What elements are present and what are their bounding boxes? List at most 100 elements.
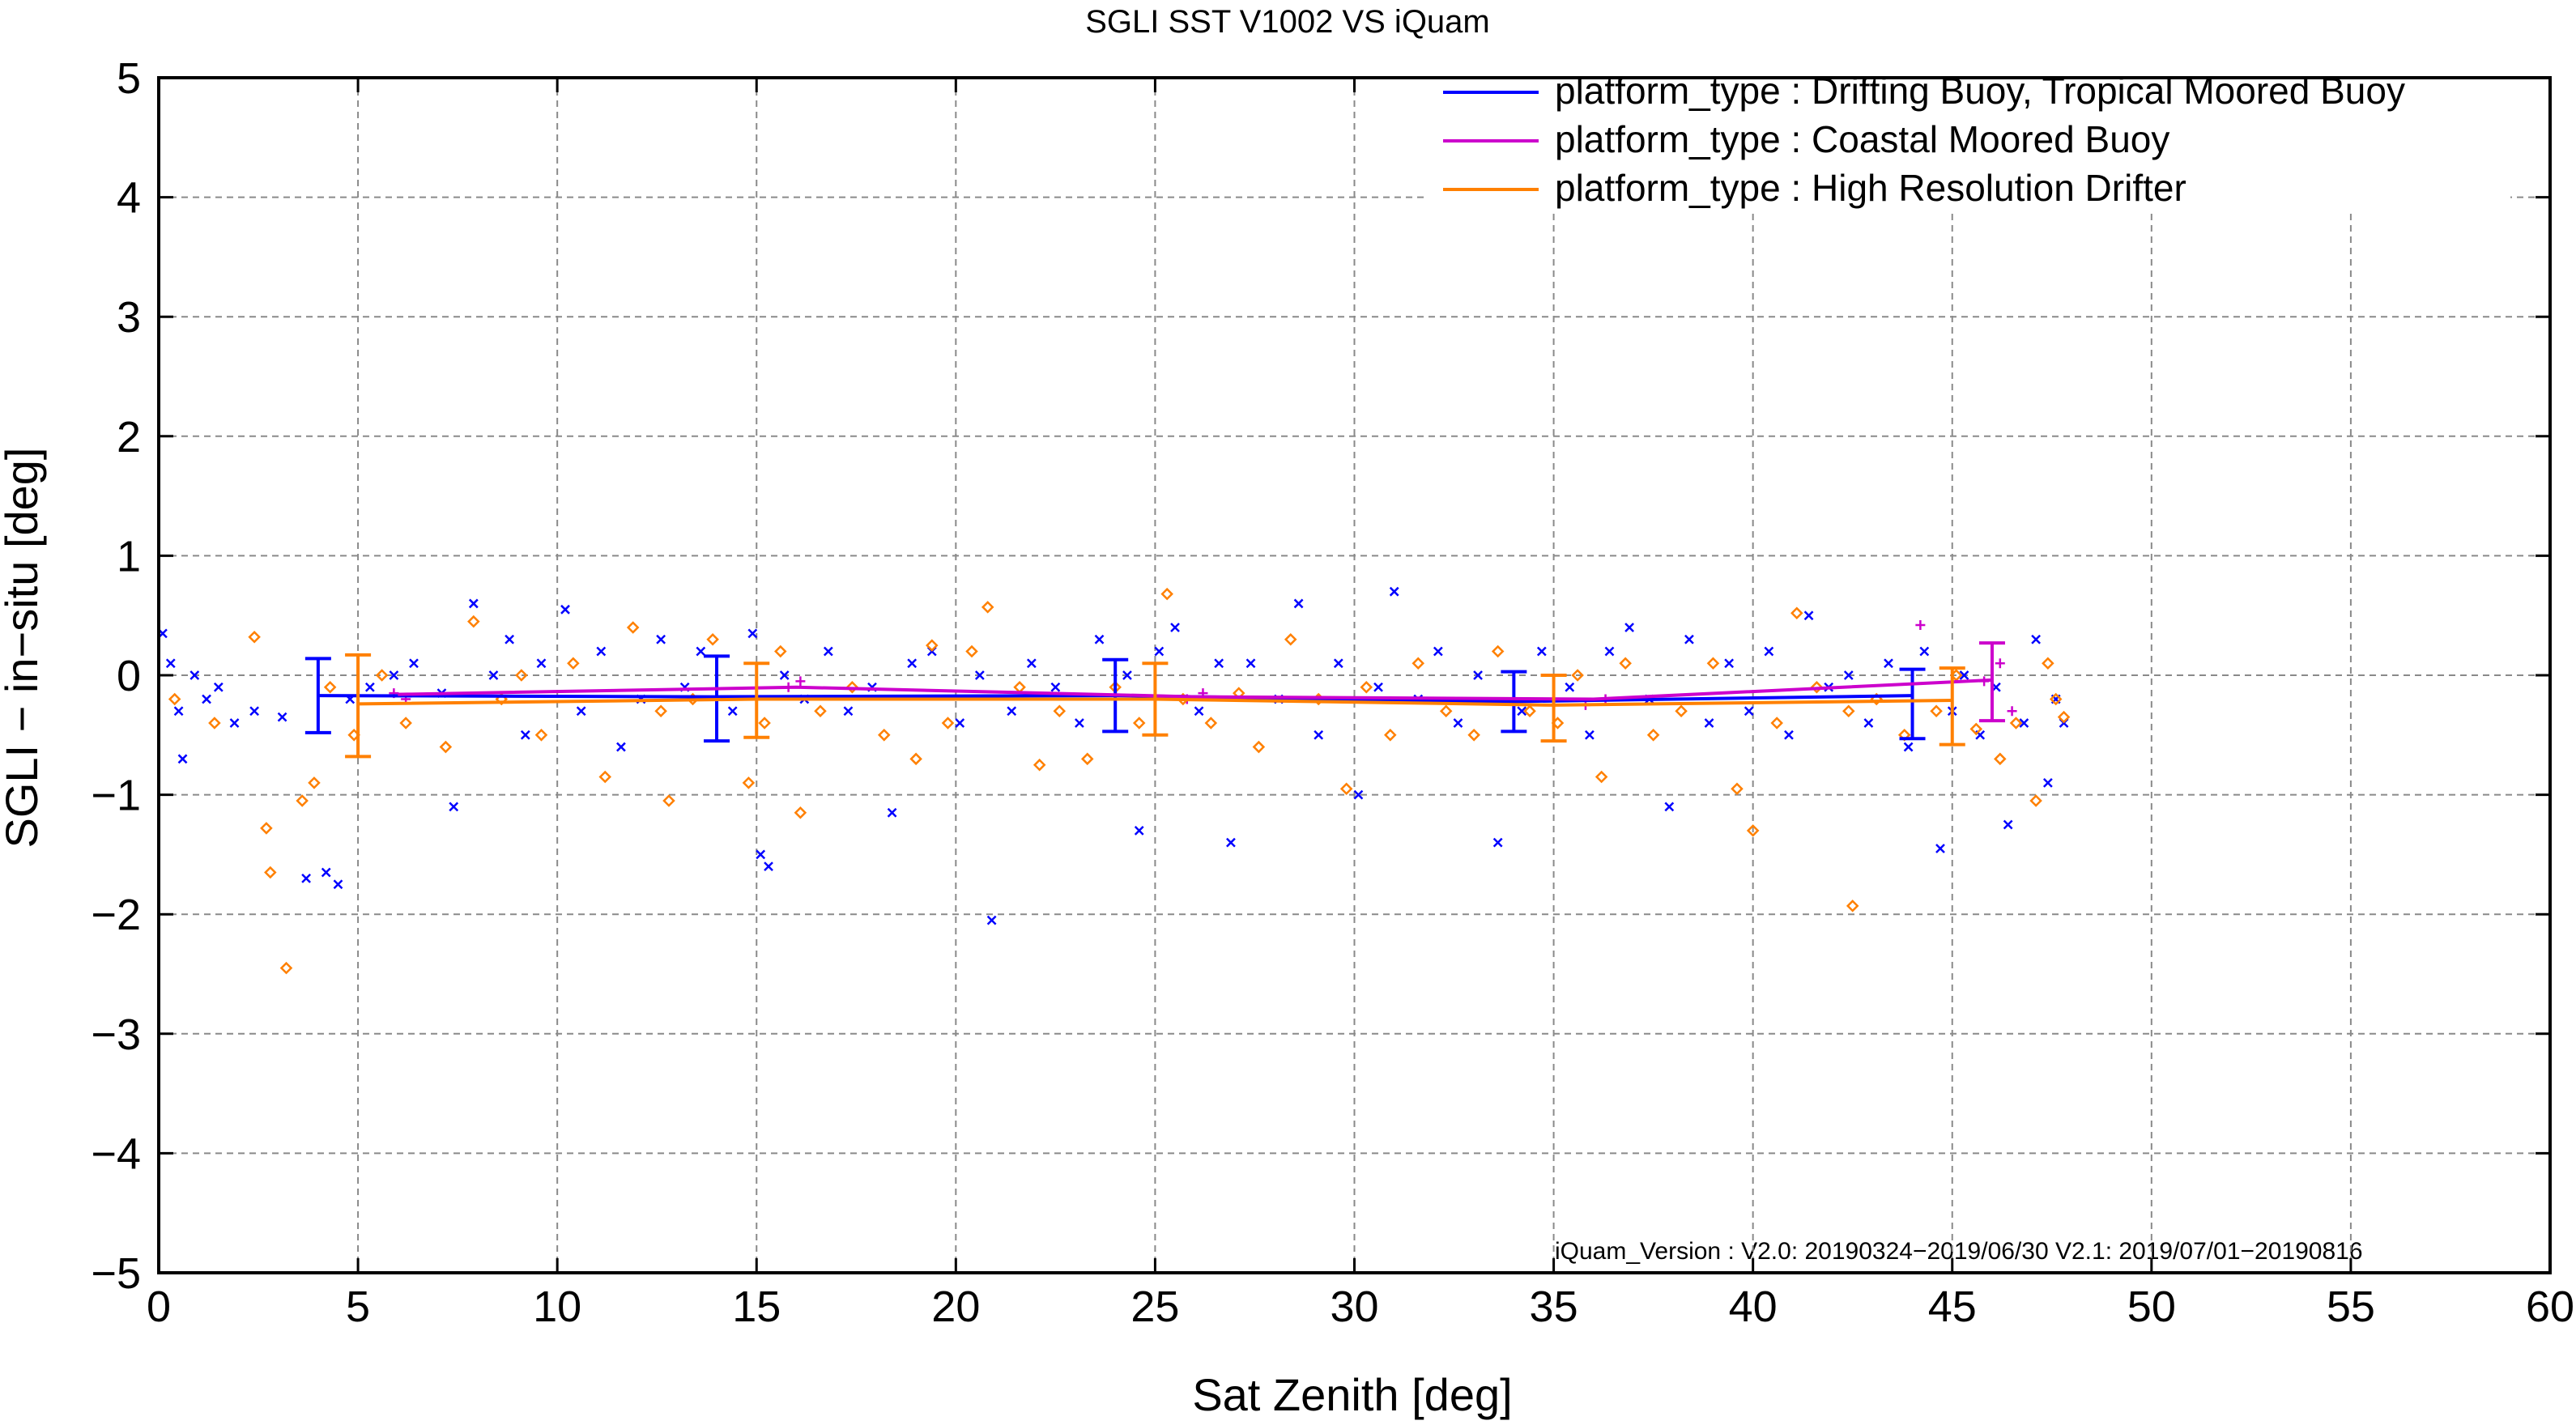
data-point-0 [1473, 670, 1483, 680]
error-bar-0 [1501, 670, 1527, 734]
x-tick-label: 0 [147, 1282, 171, 1331]
data-point-0 [364, 682, 375, 692]
data-point-2 [515, 669, 528, 682]
error-bar-1 [1978, 641, 2005, 723]
data-point-0 [1007, 706, 1017, 717]
data-point-0 [202, 694, 211, 704]
data-point-0 [1604, 646, 1615, 657]
data-point-0 [409, 658, 419, 669]
data-point-0 [1314, 730, 1324, 740]
data-point-2 [534, 729, 548, 742]
plot-frame [157, 76, 2552, 1274]
data-point-2 [1491, 644, 1505, 658]
data-point-0 [449, 802, 459, 812]
data-point-0 [1903, 742, 1914, 752]
data-point-0 [229, 718, 240, 728]
data-point-2 [814, 704, 827, 718]
data-point-0 [1959, 670, 1969, 680]
data-point-2 [1204, 717, 1218, 730]
data-point-2 [1360, 680, 1373, 694]
data-point-0 [843, 706, 854, 717]
data-point-0 [756, 849, 766, 860]
y-tick-label: 3 [117, 293, 141, 342]
error-bar-2 [743, 661, 770, 739]
data-point-2 [1384, 729, 1397, 742]
x-tick-label: 35 [1530, 1282, 1578, 1331]
data-point-2 [1706, 657, 1720, 670]
data-point-0 [1863, 718, 1874, 728]
data-point-0 [887, 807, 897, 818]
data-point-2 [1013, 680, 1026, 694]
data-point-0 [165, 658, 176, 669]
data-point-0 [727, 706, 738, 717]
legend-label-0: platform_type : Drifting Buoy, Tropical … [1555, 70, 2405, 112]
data-point-0 [277, 712, 287, 722]
data-point-0 [1194, 706, 1204, 717]
data-point-0 [1764, 646, 1774, 657]
data-point-2 [1053, 704, 1067, 718]
x-axis-label: Sat Zenith [deg] [1192, 1369, 1512, 1420]
data-point-2 [774, 644, 787, 658]
data-point-0 [823, 646, 833, 657]
data-point-0 [1684, 634, 1694, 644]
x-tick-label: 60 [2526, 1282, 2574, 1331]
x-tick-label: 20 [931, 1282, 980, 1331]
data-point-2 [308, 776, 321, 789]
data-point-2 [654, 704, 667, 718]
data-point-2 [1411, 657, 1425, 670]
data-point-0 [389, 670, 399, 680]
data-point-0 [1293, 598, 1304, 609]
data-point-1 [2007, 706, 2017, 717]
y-tick-label: 0 [117, 652, 141, 700]
data-point-0 [1245, 658, 1256, 669]
data-point-1 [795, 676, 806, 687]
data-point-0 [1075, 718, 1084, 728]
data-point-2 [296, 794, 309, 807]
data-point-0 [1624, 623, 1634, 632]
grid [159, 78, 2550, 1273]
data-point-0 [576, 706, 586, 717]
data-point-2 [598, 770, 611, 784]
data-point-0 [333, 879, 343, 890]
data-point-2 [439, 740, 453, 754]
data-point-2 [1994, 752, 2007, 766]
data-point-0 [1584, 730, 1595, 740]
y-tick-label: 4 [117, 174, 141, 223]
data-point-1 [1915, 620, 1926, 631]
y-tick-label: 1 [117, 532, 141, 581]
data-point-0 [301, 874, 311, 883]
data-point-2 [706, 632, 719, 646]
data-point-0 [779, 670, 790, 680]
data-point-0 [656, 634, 666, 644]
x-tick-label: 40 [1729, 1282, 1778, 1331]
data-point-2 [1080, 752, 1094, 766]
data-point-0 [520, 730, 530, 740]
y-tick-label: 5 [117, 54, 141, 103]
data-point-0 [560, 604, 570, 615]
data-point-2 [662, 794, 675, 807]
data-point-0 [1353, 789, 1364, 800]
y-axis-label: SGLI − in−situ [deg] [0, 448, 47, 849]
data-point-2 [467, 615, 480, 628]
data-point-2 [375, 669, 389, 682]
data-point-2 [567, 657, 580, 670]
data-point-0 [1226, 837, 1236, 848]
legend-label-1: platform_type : Coastal Moored Buoy [1555, 118, 2169, 160]
error-bar-2 [1540, 674, 1567, 743]
data-point-2 [877, 729, 891, 742]
data-point-0 [1134, 825, 1144, 836]
data-point-2 [399, 717, 412, 730]
x-tick-label: 55 [2327, 1282, 2375, 1331]
data-point-0 [764, 861, 773, 872]
data-point-0 [536, 658, 547, 669]
data-point-0 [468, 598, 479, 609]
data-point-0 [1122, 670, 1132, 680]
x-tick-label: 50 [2127, 1282, 2176, 1331]
data-point-2 [208, 717, 221, 730]
data-point-2 [1595, 770, 1608, 784]
x-tick-label: 45 [1928, 1282, 1977, 1331]
data-point-0 [596, 646, 607, 657]
data-point-2 [1731, 782, 1744, 795]
data-point-2 [1252, 740, 1266, 754]
